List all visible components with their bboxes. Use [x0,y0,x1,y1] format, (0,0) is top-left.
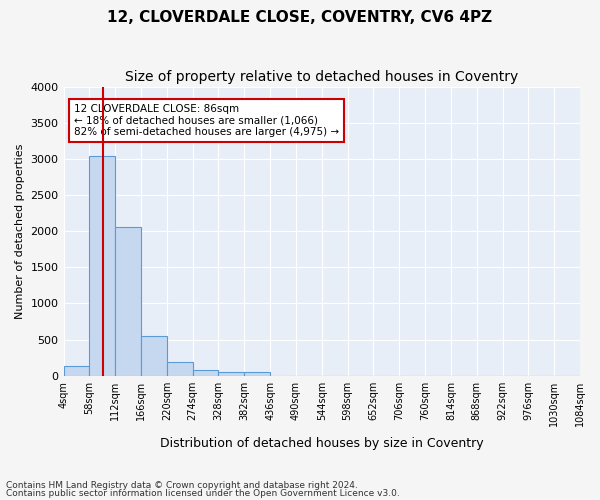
Text: Contains HM Land Registry data © Crown copyright and database right 2024.: Contains HM Land Registry data © Crown c… [6,480,358,490]
Text: 12 CLOVERDALE CLOSE: 86sqm
← 18% of detached houses are smaller (1,066)
82% of s: 12 CLOVERDALE CLOSE: 86sqm ← 18% of deta… [74,104,339,137]
Bar [89,156,115,376]
Text: Contains public sector information licensed under the Open Government Licence v3: Contains public sector information licen… [6,489,400,498]
Bar [244,372,270,376]
Bar [115,227,141,376]
Text: 12, CLOVERDALE CLOSE, COVENTRY, CV6 4PZ: 12, CLOVERDALE CLOSE, COVENTRY, CV6 4PZ [107,10,493,25]
Bar [218,372,244,376]
Bar [64,366,89,376]
Bar [193,370,218,376]
Bar [167,362,193,376]
Y-axis label: Number of detached properties: Number of detached properties [15,144,25,319]
X-axis label: Distribution of detached houses by size in Coventry: Distribution of detached houses by size … [160,437,484,450]
Bar [141,336,167,376]
Title: Size of property relative to detached houses in Coventry: Size of property relative to detached ho… [125,70,518,84]
